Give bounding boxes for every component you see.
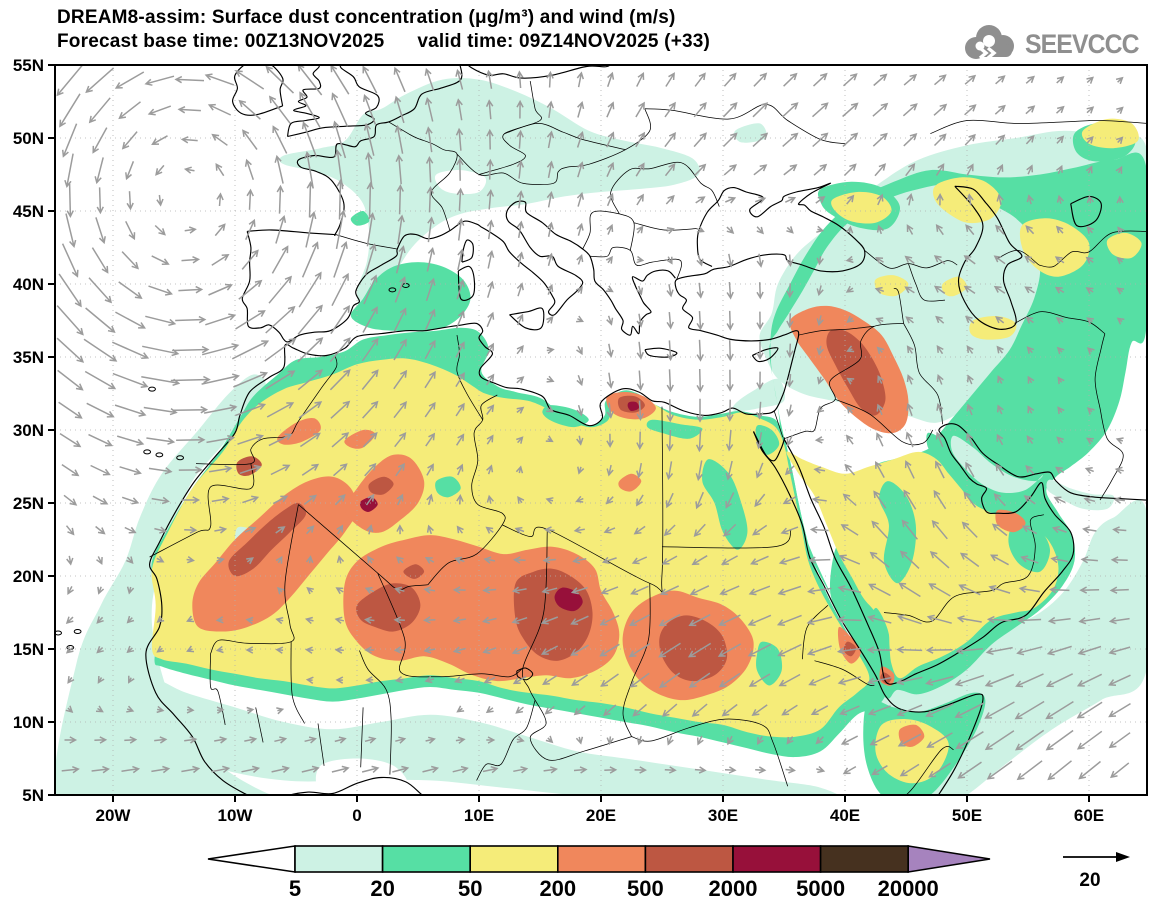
y-axis-label: 45N — [13, 202, 44, 221]
graticule-layer — [55, 65, 1147, 795]
map-title: DREAM8-assim: Surface dust concentration… — [57, 7, 676, 28]
wind-reference-label: 20 — [1079, 870, 1100, 891]
x-axis-label: 50E — [952, 806, 982, 825]
y-axis-label: 55N — [13, 56, 44, 75]
cloud-icon — [965, 25, 1015, 60]
y-axis-label: 5N — [22, 786, 44, 805]
colorbar-right-arrow — [907, 845, 991, 873]
x-axis-label: 60E — [1074, 806, 1104, 825]
colorbar-segment — [381, 845, 472, 873]
colorbar-segment — [732, 845, 822, 873]
colorbar-value: 20000 — [878, 876, 939, 901]
x-axis-label: 20W — [96, 806, 132, 825]
colorbar-value: 50 — [458, 876, 482, 901]
colorbar-value: 5 — [289, 876, 301, 901]
axes: 55N 50N 45N 40N 35N 30N 25N 20N 15N 10N 5N 20W 10W 0 1… — [13, 56, 1104, 825]
colorbar-segment — [294, 845, 384, 873]
y-axis-label: 15N — [13, 640, 44, 659]
x-axis-label: 20E — [586, 806, 616, 825]
colorbar-value: 500 — [627, 876, 664, 901]
colorbar-segment — [819, 845, 909, 873]
x-axis-label: 40E — [830, 806, 860, 825]
borders-layer — [149, 81, 1147, 795]
x-axis-label: 30E — [708, 806, 738, 825]
y-axis-label: 30N — [13, 421, 44, 440]
x-axis-label: 10W — [218, 806, 254, 825]
colorbar-value: 2000 — [709, 876, 758, 901]
y-axis-label: 25N — [13, 494, 44, 513]
wind-reference: 20 — [1063, 852, 1130, 891]
x-axis-label: 0 — [352, 806, 361, 825]
colorbar-segment — [556, 845, 647, 873]
colorbar-left-arrow — [207, 845, 296, 873]
colorbar-segment — [644, 845, 734, 873]
colorbar-value: 200 — [539, 876, 576, 901]
wind-arrows-layer — [56, 65, 1131, 781]
y-axis-label: 20N — [13, 567, 44, 586]
colorbar-value: 5000 — [796, 876, 845, 901]
colorbar-value: 20 — [370, 876, 394, 901]
y-axis-label: 35N — [13, 348, 44, 367]
map-layers — [55, 65, 1147, 795]
y-axis-label: 10N — [13, 713, 44, 732]
seevccc-logo: SEEVCCC — [958, 22, 1149, 66]
x-axis-label: 10E — [464, 806, 494, 825]
colorbar-segment — [469, 845, 559, 873]
colorbar-legend: 5 20 50 200 500 2000 5000 20000 — [207, 845, 991, 901]
y-axis-label: 40N — [13, 275, 44, 294]
dust-field-layer — [55, 77, 1147, 795]
logo-text: SEEVCCC — [1025, 28, 1140, 59]
map-subtitle: Forecast base time: 00Z13NOV2025 valid t… — [57, 31, 711, 52]
y-axis-label: 50N — [13, 129, 44, 148]
